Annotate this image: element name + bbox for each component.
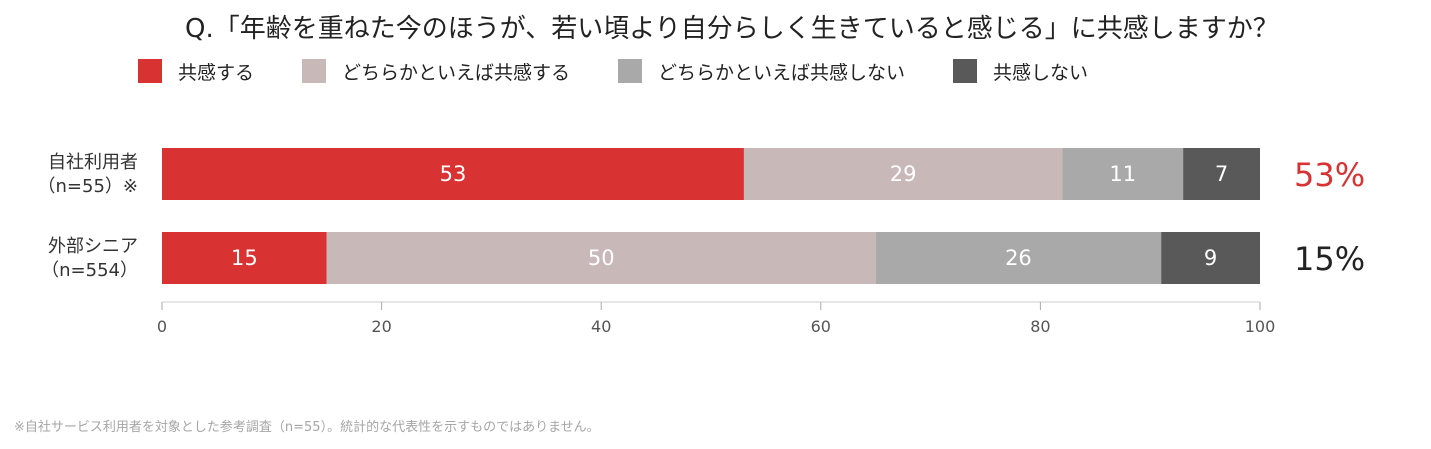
bar-segment (1161, 232, 1260, 284)
bar-value-label: 15 (231, 246, 258, 270)
legend-swatch (302, 59, 327, 83)
x-axis-tick-label: 100 (1245, 317, 1276, 336)
legend-item: どちらかといえば共感する (302, 58, 570, 85)
bar-segment (743, 148, 1063, 200)
legend-label: どちらかといえば共感しない (658, 61, 906, 84)
bar-segment (1062, 148, 1184, 200)
bar-segment (162, 232, 327, 284)
x-axis-tick-label: 60 (811, 317, 831, 336)
x-axis-tick-label: 20 (371, 317, 391, 336)
legend-item: どちらかといえば共感しない (618, 58, 905, 85)
category-sublabel: （n=554） (41, 260, 138, 281)
bar-segment (162, 148, 744, 200)
legend-swatch (618, 59, 643, 83)
chart-title: Q.「年齢を重ねた今のほうが、若い頃より自分らしく生きていると感じる」に共感しま… (185, 14, 1279, 44)
legend-swatch (138, 59, 162, 83)
legend-item: 共感しない (953, 58, 1088, 85)
category-label: 自社利用者 (48, 152, 138, 173)
x-axis-tick-label: 0 (157, 317, 167, 336)
bar-value-label: 9 (1204, 246, 1217, 270)
legend-label: 共感する (178, 61, 255, 84)
legend-label: どちらかといえば共感する (342, 61, 571, 84)
legend-label: 共感しない (993, 61, 1089, 84)
bar-segment (1183, 148, 1260, 200)
bar-segment (875, 232, 1162, 284)
footnote: ※自社サービス利用者を対象とした参考調査（n=55）。統計的な代表性を示すもので… (14, 420, 600, 435)
bar-segment (326, 232, 876, 284)
legend: 共感する どちらかといえば共感する どちらかといえば共感しない 共感しない (138, 58, 1136, 84)
bar-value-label: 53 (440, 162, 467, 186)
legend-item: 共感する (138, 58, 254, 85)
x-axis-tick-label: 80 (1030, 317, 1050, 336)
total-label: 15% (1294, 240, 1365, 278)
bar-value-label: 26 (1005, 246, 1032, 270)
category-label: 外部シニア (48, 236, 138, 257)
bar-value-label: 11 (1109, 162, 1136, 186)
stacked-bar-chart: 自社利用者 （n=55）※ 53 29 11 7 53% 外部シニア （n=554） 15 50 26… (38, 148, 1365, 336)
x-axis-tick-label: 40 (591, 317, 611, 336)
category-sublabel: （n=55）※ (38, 176, 138, 197)
bar-value-label: 50 (588, 246, 615, 270)
legend-swatch (953, 59, 978, 83)
bar-value-label: 29 (890, 162, 917, 186)
bar-value-label: 7 (1215, 162, 1228, 186)
total-label: 53% (1294, 156, 1365, 194)
